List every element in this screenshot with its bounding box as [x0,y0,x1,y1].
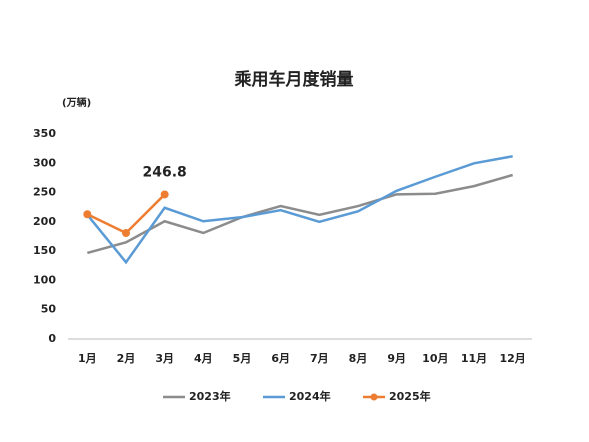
x-tick-label: 10月 [422,352,448,365]
chart-title: 乘用车月度销量 [234,69,354,90]
marker [160,190,169,199]
x-tick-label: 8月 [349,352,368,365]
legend-label: 2024年 [289,389,331,403]
marker [122,228,130,237]
legend-marker [370,393,378,401]
line [87,173,514,255]
line [86,155,513,265]
x-tick-label: 2月 [117,352,136,365]
y-tick-label: 300 [33,156,56,169]
y-tick-label: 350 [33,127,56,140]
y-tick-label: 100 [33,273,56,286]
legend-label: 2023年 [189,389,231,403]
x-tick-label: 6月 [271,352,290,365]
x-tick-label: 12月 [500,352,526,365]
y-tick-label: 150 [33,244,56,257]
y-tick-label: 250 [33,186,56,199]
x-tick-label: 1月 [78,352,97,365]
y-axis-label: (万辆) [62,96,91,109]
legend-label: 2025年 [389,389,431,403]
marker [83,210,92,219]
y-tick-label: 0 [48,332,56,345]
x-tick-label: 5月 [233,352,252,365]
y-tick-label: 50 [41,303,57,316]
x-tick-label: 4月 [194,352,213,365]
data-label: 246.8 [143,164,187,180]
y-tick-label: 200 [33,215,56,228]
x-tick-label: 3月 [155,352,174,365]
x-tick-label: 7月 [310,352,329,365]
x-tick-label: 9月 [387,352,406,365]
x-tick-label: 11月 [461,352,487,365]
